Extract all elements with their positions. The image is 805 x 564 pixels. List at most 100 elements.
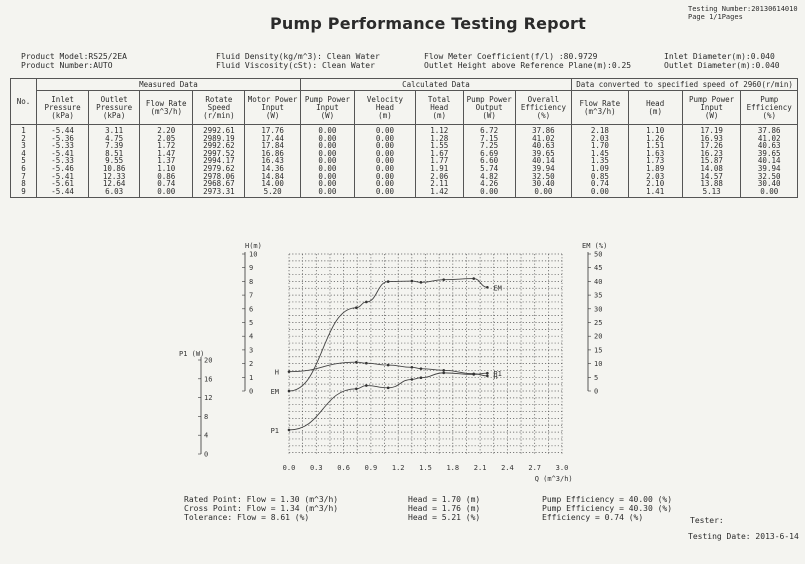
column-header: Outlet Pressure (kPa) bbox=[88, 90, 141, 125]
table-cell: 2.11 bbox=[430, 179, 449, 189]
table-cell: -5.46 bbox=[51, 163, 74, 173]
table-cell: 40.63 bbox=[532, 141, 555, 151]
series-end-label-h: H bbox=[493, 373, 497, 381]
table-cell: -5.33 bbox=[51, 141, 74, 151]
diameter-info: Inlet Diameter(m):0.040 Outlet Diameter(… bbox=[664, 52, 780, 70]
series-end-label-em: EM bbox=[493, 284, 501, 292]
table-cell: 2968.67 bbox=[203, 179, 235, 189]
data-point-em bbox=[365, 300, 368, 304]
table-cell: 0.74 bbox=[590, 179, 609, 189]
table-cell: 14.36 bbox=[261, 163, 284, 173]
table-cell: 17.84 bbox=[261, 141, 284, 151]
column-header-line: Pump Power bbox=[689, 94, 735, 104]
table-cell: 39.94 bbox=[757, 163, 781, 173]
column-header-line: (W) bbox=[265, 110, 280, 120]
p1-axis-tick-label: 20 bbox=[204, 357, 212, 365]
column-header-line: Velocity bbox=[366, 94, 404, 104]
table-cell: 8.51 bbox=[105, 148, 124, 158]
table-cell: 40.14 bbox=[532, 156, 555, 166]
cross-point-efficiency: Pump Efficiency = 40.30 (%) bbox=[542, 504, 673, 513]
table-cell: 0.00 bbox=[318, 141, 337, 151]
report-title: Pump Performance Testing Report bbox=[270, 14, 586, 33]
table-column-values: -5.44 -5.36 -5.33 -5.41 -5.33 -5.46 -5.41 -5.61… bbox=[36, 123, 90, 199]
table-cell: 16.23 bbox=[700, 148, 723, 158]
h-axis-tick-label: 10 bbox=[249, 251, 257, 259]
table-cell: 40.14 bbox=[757, 156, 781, 166]
x-axis-tick-label: 1.2 bbox=[392, 464, 405, 472]
meter-info: Flow Meter Coefficient(f/l) :80.9729 Out… bbox=[424, 52, 631, 70]
table-cell: 0.00 bbox=[318, 171, 337, 181]
column-header: Flow Rate (m^3/h) bbox=[139, 90, 194, 125]
table-cell: 6.60 bbox=[480, 156, 499, 166]
table-cell: 1.89 bbox=[646, 163, 665, 173]
data-point-h bbox=[386, 363, 390, 367]
table-column-values: 2.18 2.03 1.70 1.45 1.35 1.09 0.85 0.74 0.00 bbox=[571, 123, 629, 199]
table-cell: 0.00 bbox=[157, 186, 176, 196]
em-axis-tick-label: 25 bbox=[594, 319, 602, 327]
column-header-line: Pump Power bbox=[466, 94, 512, 104]
table-cell: 7.15 bbox=[480, 133, 499, 143]
data-point-em bbox=[442, 278, 446, 281]
column-header-line: Pressure bbox=[96, 102, 133, 112]
table-cell: 37.86 bbox=[532, 126, 555, 135]
product-model: Product Model:RS25/2EA bbox=[21, 52, 127, 61]
column-header-line: (m) bbox=[432, 110, 446, 120]
inlet-diameter: Inlet Diameter(m):0.040 bbox=[664, 52, 775, 61]
data-point-h bbox=[419, 367, 423, 370]
table-cell: 2.10 bbox=[646, 179, 665, 189]
column-header-line: Efficiency bbox=[746, 102, 792, 112]
h-axis-tick-label: 7 bbox=[249, 292, 253, 300]
column-header-line: (m^3/h) bbox=[150, 106, 183, 116]
h-axis-tick-label: 0 bbox=[249, 388, 253, 396]
em-axis-tick-label: 20 bbox=[594, 333, 602, 341]
table-cell: 17.76 bbox=[261, 126, 284, 135]
column-header-line: Motor Power bbox=[247, 94, 298, 104]
table-cell: 0.00 bbox=[375, 156, 394, 166]
series-end-label-p1: P1 bbox=[493, 370, 501, 378]
data-point-h bbox=[442, 369, 446, 372]
x-axis-tick-label: 1.8 bbox=[446, 464, 459, 472]
column-header-line: (%) bbox=[536, 110, 551, 120]
em-axis-label: EM (%) bbox=[582, 242, 607, 250]
table-cell: 16.86 bbox=[261, 148, 284, 158]
column-header: Head (m) bbox=[627, 90, 683, 125]
column-header: Motor Power Input (W) bbox=[244, 90, 301, 125]
table-cell: 41.02 bbox=[757, 133, 781, 143]
table-cell: 5.13 bbox=[702, 186, 721, 196]
table-cell: 3 bbox=[21, 141, 26, 151]
data-point-p1 bbox=[386, 386, 390, 390]
table-cell: 1.63 bbox=[646, 148, 665, 158]
data-point-em bbox=[386, 280, 390, 283]
table-cell: 14.00 bbox=[261, 179, 284, 189]
series-line-p1 bbox=[288, 372, 488, 431]
table-column-values: 2.20 2.05 1.72 1.47 1.37 1.10 0.86 0.74 0.00 bbox=[139, 123, 194, 199]
x-axis-tick-label: 0.9 bbox=[365, 464, 378, 472]
table-cell: 30.40 bbox=[757, 179, 781, 189]
table-cell: 1.91 bbox=[430, 163, 449, 173]
table-cell: 1.26 bbox=[646, 133, 665, 143]
x-axis-tick-label: 2.1 bbox=[474, 464, 487, 472]
tester-label: Tester: bbox=[690, 516, 724, 525]
column-header-line: Flow Rate bbox=[145, 98, 187, 108]
table-column-values: 37.86 41.02 40.63 39.65 40.14 39.94 32.50 30.40… bbox=[514, 123, 573, 199]
column-header: Flow Rate (m^3/h) bbox=[571, 90, 629, 125]
table-cell: 0.00 bbox=[375, 186, 394, 196]
table-cell: 1.28 bbox=[430, 133, 449, 143]
table-cell: 1.45 bbox=[590, 148, 609, 158]
table-cell: 0.00 bbox=[318, 179, 337, 189]
column-header-line: (m^3/h) bbox=[584, 106, 616, 116]
column-header-line: (m) bbox=[648, 106, 662, 116]
table-cell: 10.86 bbox=[102, 163, 126, 173]
table-cell: -5.61 bbox=[51, 179, 74, 189]
table-cell: 16.93 bbox=[700, 133, 723, 143]
data-point-p1 bbox=[410, 378, 414, 381]
h-axis-tick-label: 6 bbox=[249, 305, 253, 313]
table-cell: 2973.31 bbox=[203, 186, 235, 196]
table-cell: 0.00 bbox=[318, 186, 337, 196]
table-cell: 39.65 bbox=[757, 148, 781, 158]
table-cell: 1.77 bbox=[430, 156, 449, 166]
em-axis-tick-label: 15 bbox=[594, 346, 602, 354]
table-cell: 14.84 bbox=[261, 171, 284, 181]
